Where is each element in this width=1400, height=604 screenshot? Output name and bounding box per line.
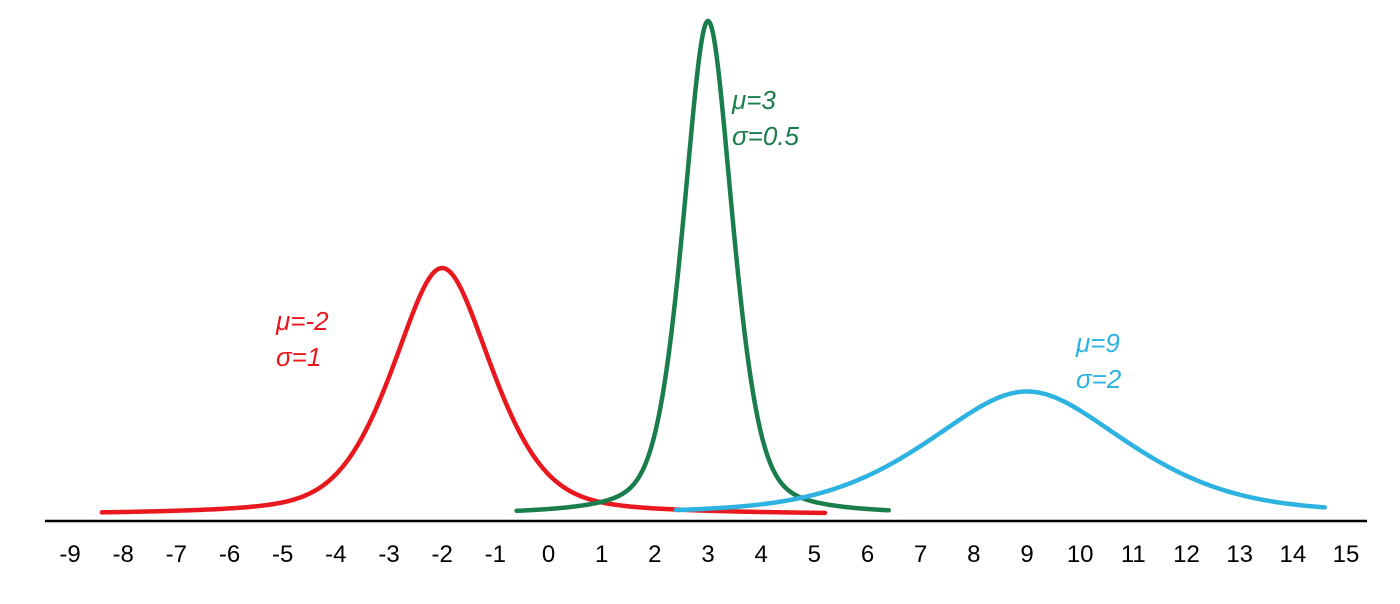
series-label-0-line-1: σ=1 (276, 342, 321, 372)
x-tick-label: 4 (754, 541, 767, 568)
x-tick-label: 1 (595, 541, 608, 568)
x-tick-label: 14 (1279, 541, 1306, 568)
series-label-1-line-0: μ=3 (731, 85, 776, 115)
series-curve-0 (99, 265, 828, 516)
series-labels: μ=-2 σ=1 μ=3 σ=0.5 μ=9 σ=2 (275, 85, 1122, 394)
x-tick-label: 12 (1173, 541, 1200, 568)
series-curve-1 (514, 18, 892, 514)
x-axis-tick-labels: -9 -8 -7 -6 -5 -4 -3 -2 -1 0 1 2 3 4 5 6 7 8 9 10 11 12 13 14 15 (59, 541, 1359, 568)
x-tick-label: 10 (1067, 541, 1094, 568)
x-tick-label: 8 (967, 541, 980, 568)
x-tick-label: 3 (701, 541, 714, 568)
x-tick-label: 7 (914, 541, 927, 568)
series-label-0-line-0: μ=-2 (275, 306, 329, 336)
series-curve-2 (673, 389, 1327, 513)
x-tick-label: -5 (272, 541, 293, 568)
x-tick-label: 11 (1121, 541, 1146, 568)
x-tick-label: 0 (542, 541, 555, 568)
x-tick-label: -9 (59, 541, 80, 568)
series-curves (99, 18, 1327, 516)
x-tick-label: -2 (431, 541, 452, 568)
series-label-1-line-1: σ=0.5 (732, 121, 800, 151)
x-tick-label: -6 (219, 541, 240, 568)
x-tick-label: 9 (1020, 541, 1033, 568)
x-tick-label: -7 (166, 541, 187, 568)
x-tick-label: 5 (808, 541, 821, 568)
x-tick-label: -3 (378, 541, 399, 568)
x-tick-label: -8 (112, 541, 133, 568)
x-tick-label: -1 (485, 541, 506, 568)
series-label-2-line-0: μ=9 (1075, 328, 1120, 358)
x-tick-label: -4 (325, 541, 346, 568)
x-tick-label: 2 (648, 541, 661, 568)
x-tick-label: 15 (1333, 541, 1360, 568)
series-label-2-line-1: σ=2 (1076, 364, 1122, 394)
x-tick-label: 13 (1226, 541, 1253, 568)
x-tick-label: 6 (861, 541, 874, 568)
